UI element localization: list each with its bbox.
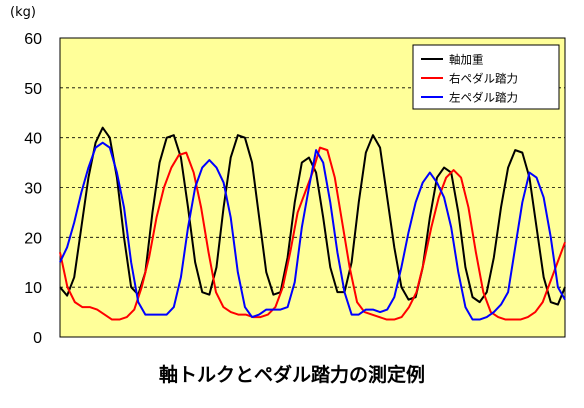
y-tick-label: 20	[24, 230, 42, 247]
legend-label: 左ペダル踏力	[449, 91, 518, 105]
y-tick-label: 60	[24, 31, 42, 48]
series-line-2	[59, 141, 566, 321]
legend-label: 右ペダル踏力	[449, 72, 518, 86]
y-tick-label: 30	[24, 181, 42, 198]
y-tick-label: 40	[24, 131, 42, 148]
y-tick-label: 0	[33, 330, 42, 347]
legend-label: 軸加重	[449, 53, 484, 67]
y-axis-ticks: 0 10 20 30 40 50 60	[24, 31, 42, 347]
y-tick-label: 10	[24, 280, 42, 297]
chart-title: 軸トルクとペダル踏力の測定例	[158, 364, 425, 386]
y-tick-label: 50	[24, 81, 42, 98]
series-lines	[59, 126, 566, 321]
y-axis-unit: (kg)	[10, 5, 36, 20]
